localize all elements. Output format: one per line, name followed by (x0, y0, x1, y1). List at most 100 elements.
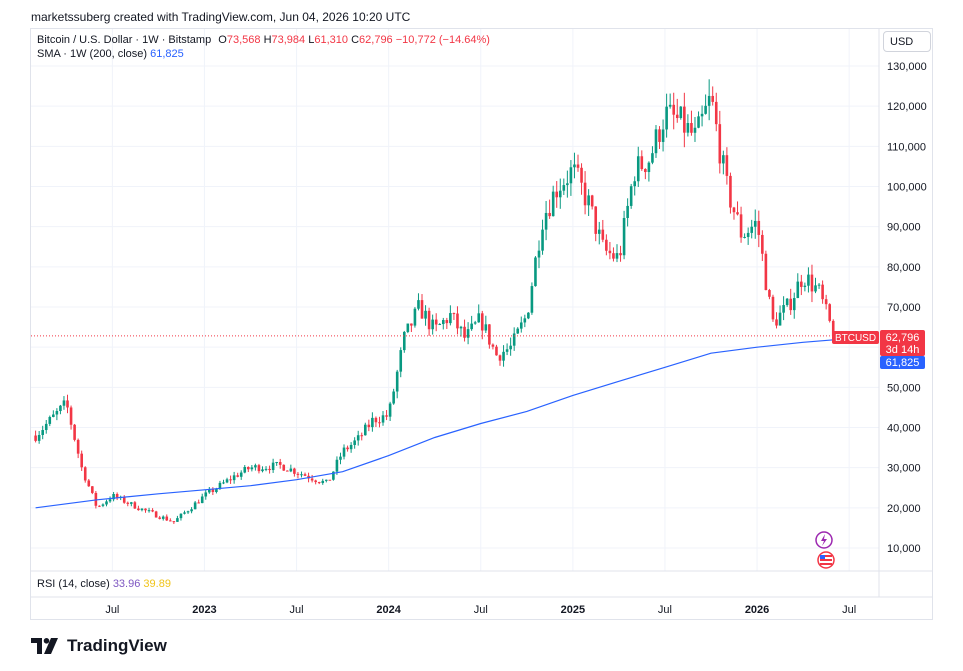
candle-body (101, 504, 105, 506)
candle-body (208, 489, 211, 493)
candle-body (243, 467, 247, 473)
candle-body (828, 304, 831, 321)
candle-body (605, 239, 608, 251)
candle-body (668, 104, 672, 107)
candle-body (385, 415, 388, 417)
time-tick-label: 2023 (192, 604, 216, 616)
price-tick-label: 10,000 (887, 543, 921, 555)
candle-body (332, 471, 335, 480)
price-tick-label: 90,000 (887, 222, 921, 234)
candle-body (576, 164, 580, 168)
candle-body (548, 212, 551, 217)
candle-body (495, 346, 498, 356)
candle-body (310, 478, 314, 481)
last-price-value: 62,796 (886, 332, 920, 344)
candle-body (612, 253, 615, 259)
candle-body (803, 285, 807, 287)
chart-credit: marketssuberg created with TradingView.c… (31, 10, 411, 24)
candle-body (303, 474, 307, 476)
candle-body (488, 324, 491, 345)
candle-body (300, 474, 303, 476)
candle-body (431, 319, 434, 330)
symbol-title: Bitcoin / U.S. Dollar · 1W · Bitstamp (37, 34, 212, 46)
candle-body (296, 473, 300, 475)
high-value: 73,984 (271, 34, 306, 46)
candle-body (537, 250, 541, 258)
candle-body (236, 475, 239, 477)
candle-body (438, 324, 442, 326)
candle-body (658, 129, 661, 142)
candle-body (44, 423, 48, 431)
candle-body (215, 488, 218, 493)
candle-body (753, 220, 757, 227)
time-tick-label: Jul (842, 604, 856, 616)
candle-body (459, 326, 463, 329)
candle-body (729, 175, 732, 208)
candle-body (324, 479, 328, 481)
candle-body (626, 205, 629, 218)
candle-body (807, 274, 810, 286)
candle-body (137, 508, 140, 511)
sma-value: 61,825 (150, 48, 184, 60)
candle-body (558, 190, 562, 198)
candle-body (410, 323, 413, 326)
candle-body (665, 106, 668, 130)
candle-body (761, 234, 764, 254)
candle-body (686, 123, 690, 133)
candle-body (395, 371, 399, 392)
candle-body (725, 155, 729, 176)
us-flag-icon[interactable] (817, 551, 835, 569)
candle-body (59, 405, 62, 412)
candle-body (73, 424, 76, 440)
open-label: O (218, 34, 227, 46)
candle-body (527, 312, 530, 319)
candle-body (594, 206, 598, 234)
sma-legend[interactable]: SMA · 1W (200, close) 61,825 (37, 48, 184, 60)
candle-body (640, 156, 644, 170)
candle-body (169, 520, 172, 522)
candle-body (732, 207, 736, 213)
candle-body (353, 440, 356, 445)
candle-body (158, 517, 161, 519)
candle-body (427, 310, 431, 330)
last-price-tag: 62,796 3d 14h (880, 330, 925, 356)
rsi-legend[interactable]: RSI (14, close) 33.96 39.89 (37, 578, 171, 590)
candle-body (83, 467, 87, 481)
candle-body (817, 284, 821, 286)
candle-body (775, 319, 778, 326)
candle-body (445, 320, 449, 324)
price-tick-label: 70,000 (887, 302, 921, 314)
candle-body (477, 313, 481, 323)
candle-body (140, 508, 144, 511)
candle-body (736, 212, 739, 215)
tradingview-logo: TradingView (31, 636, 167, 656)
candle-body (367, 424, 371, 428)
candle-body (417, 300, 420, 309)
candle-body (339, 456, 342, 460)
candle-body (810, 274, 814, 292)
candle-body (76, 439, 80, 454)
candle-body (275, 462, 278, 464)
candle-body (601, 229, 605, 240)
candle-body (218, 482, 222, 489)
candle-body (66, 400, 69, 408)
time-tick-label: Jul (290, 604, 304, 616)
candle-body (293, 468, 296, 474)
candle-body (130, 502, 133, 504)
candle-body (204, 492, 208, 497)
rsi-ma-value: 39.89 (143, 578, 171, 590)
candle-body (697, 116, 700, 128)
candle-body (239, 472, 243, 477)
lightning-icon[interactable] (815, 531, 833, 549)
candle-body (314, 480, 317, 483)
candle-body (509, 345, 512, 350)
candle-body (200, 496, 204, 504)
currency-button[interactable]: USD (883, 31, 931, 52)
candle-body (420, 300, 424, 319)
candle-body (597, 229, 601, 234)
candles (34, 79, 835, 524)
candle-body (466, 329, 470, 338)
candle-body (541, 229, 544, 251)
open-value: 73,568 (226, 34, 261, 46)
